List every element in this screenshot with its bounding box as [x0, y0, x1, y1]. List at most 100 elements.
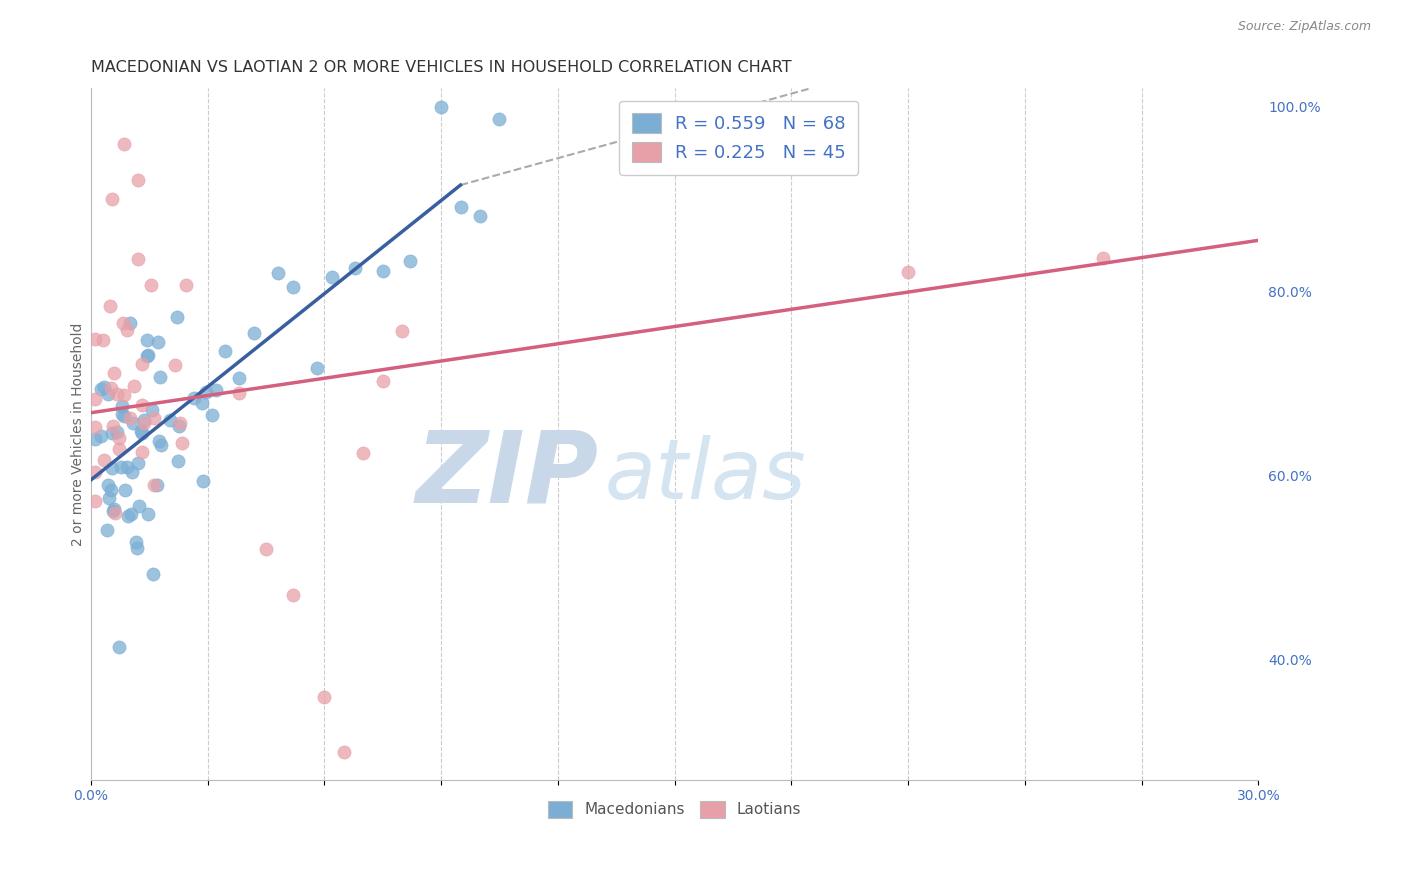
Point [93, 380, 115, 394]
Point [142, 478, 165, 492]
Text: ZIP: ZIP [416, 427, 599, 524]
Point [132, 417, 155, 431]
Point [228, 371, 250, 385]
Point [131, 357, 153, 371]
Point [136, 333, 159, 347]
Point [84, 420, 107, 434]
Point [122, 416, 145, 430]
Point [371, 374, 394, 388]
Point [128, 499, 150, 513]
Point [190, 396, 212, 410]
Point [149, 438, 172, 452]
Point [111, 399, 134, 413]
Point [107, 431, 129, 445]
Point [97, 478, 120, 492]
Text: MACEDONIAN VS LAOTIAN 2 OR MORE VEHICLES IN HOUSEHOLD CORRELATION CHART: MACEDONIAN VS LAOTIAN 2 OR MORE VEHICLES… [91, 60, 792, 75]
Point [266, 266, 288, 280]
Point [83, 332, 105, 346]
Point [100, 483, 122, 498]
Point [399, 254, 422, 268]
Point [391, 324, 413, 338]
Point [120, 411, 142, 425]
Point [101, 504, 124, 518]
Point [149, 370, 172, 384]
Point [352, 446, 374, 460]
Point [167, 454, 190, 468]
Point [146, 478, 169, 492]
Point [142, 566, 165, 581]
Point [314, 690, 336, 704]
Point [101, 192, 124, 206]
Point [83, 392, 105, 406]
Point [96, 524, 118, 538]
Point [104, 506, 127, 520]
Point [169, 416, 191, 430]
Point [91, 333, 114, 347]
Point [148, 334, 170, 349]
Point [103, 366, 125, 380]
Point [136, 507, 159, 521]
Point [195, 385, 218, 400]
Point [254, 542, 277, 557]
Point [148, 434, 170, 449]
Point [114, 483, 136, 498]
Point [214, 344, 236, 359]
Point [136, 348, 159, 362]
Point [93, 453, 115, 467]
Point [103, 502, 125, 516]
Point [97, 491, 120, 506]
Point [193, 474, 215, 488]
Point [183, 391, 205, 405]
Point [172, 436, 194, 450]
Point [321, 270, 343, 285]
Point [205, 384, 228, 398]
Point [121, 465, 143, 479]
Point [127, 173, 149, 187]
Point [97, 387, 120, 401]
Point [897, 265, 920, 279]
Point [141, 403, 163, 417]
Point [142, 411, 165, 425]
Point [166, 310, 188, 325]
Point [117, 460, 139, 475]
Point [139, 278, 162, 293]
Point [159, 413, 181, 427]
Point [488, 112, 510, 126]
Point [371, 264, 394, 278]
Point [108, 442, 131, 456]
Point [115, 323, 138, 337]
Point [105, 425, 128, 439]
Point [283, 280, 305, 294]
Point [243, 326, 266, 340]
Point [122, 379, 145, 393]
Point [105, 386, 128, 401]
Point [305, 361, 328, 376]
Point [83, 494, 105, 508]
Point [108, 640, 131, 655]
Point [100, 425, 122, 440]
Text: Source: ZipAtlas.com: Source: ZipAtlas.com [1237, 20, 1371, 33]
Point [450, 200, 472, 214]
Point [83, 465, 105, 479]
Point [131, 398, 153, 412]
Point [120, 316, 142, 330]
Point [468, 209, 491, 223]
Point [112, 136, 135, 151]
Text: atlas: atlas [605, 435, 806, 516]
Point [430, 100, 453, 114]
Point [117, 508, 139, 523]
Point [127, 456, 149, 470]
Point [90, 429, 112, 443]
Point [1091, 252, 1114, 266]
Point [201, 408, 224, 422]
Y-axis label: 2 or more Vehicles in Household: 2 or more Vehicles in Household [72, 322, 86, 546]
Point [101, 418, 124, 433]
Point [90, 382, 112, 396]
Point [110, 459, 132, 474]
Point [132, 412, 155, 426]
Point [131, 424, 153, 438]
Point [332, 745, 354, 759]
Point [98, 299, 121, 313]
Point [131, 425, 153, 440]
Point [135, 350, 157, 364]
